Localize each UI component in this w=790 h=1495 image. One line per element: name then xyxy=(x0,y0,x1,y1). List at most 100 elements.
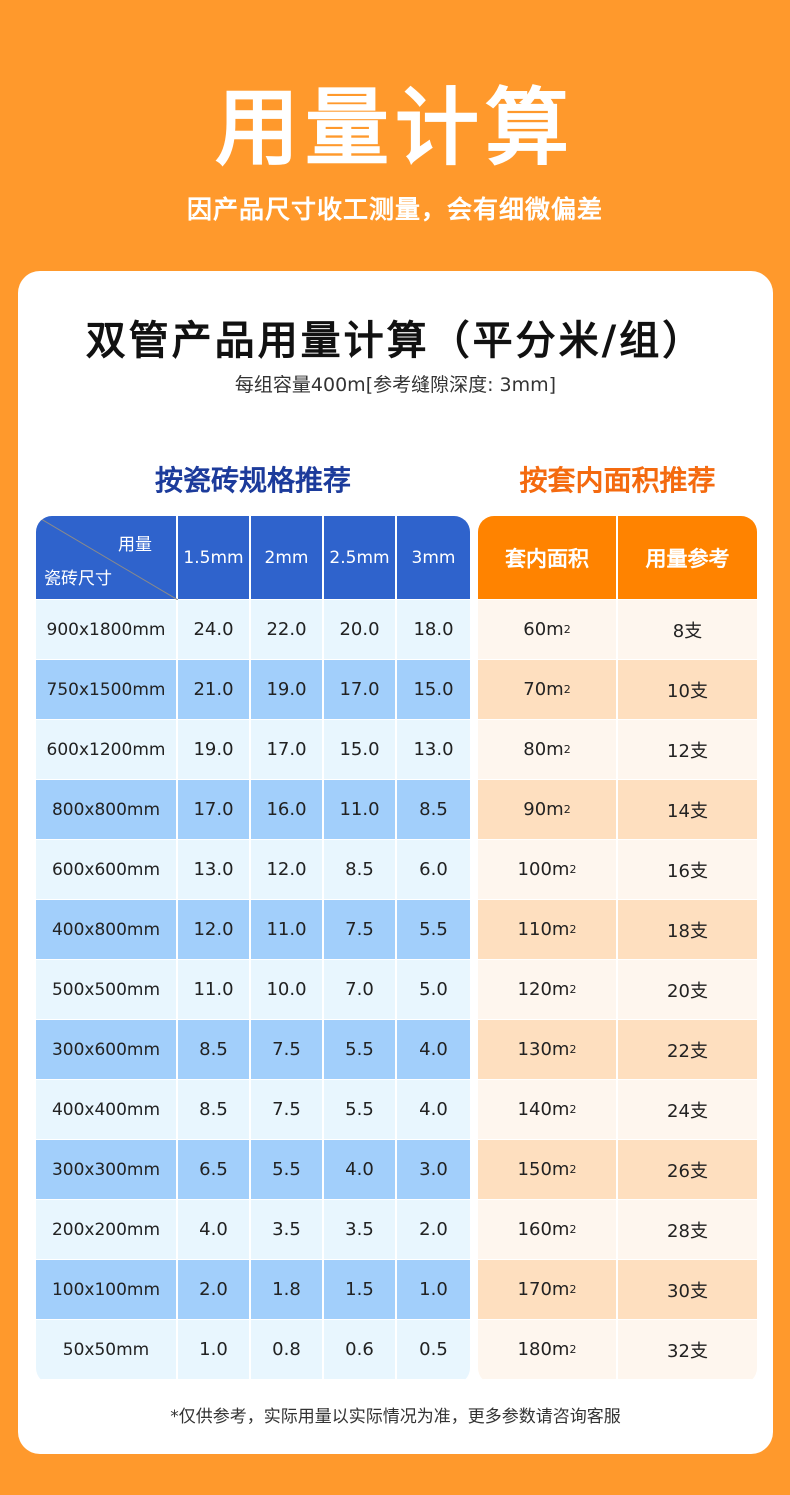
area-value: 80m xyxy=(523,739,564,760)
usage-value-cell: 6.5 xyxy=(178,1140,251,1200)
usage-value-cell: 7.5 xyxy=(324,900,397,960)
tile-size-cell: 200x200mm xyxy=(36,1200,178,1260)
usage-value-cell: 11.0 xyxy=(251,900,324,960)
table-row: 70m 2 10支 xyxy=(478,660,757,720)
usage-value-cell: 17.0 xyxy=(324,660,397,720)
table-row: 140m 2 24支 xyxy=(478,1080,757,1140)
table-row: 400x400mm 8.5 7.5 5.5 4.0 xyxy=(36,1080,470,1140)
table-row: 900x1800mm 24.0 22.0 20.0 18.0 xyxy=(36,600,470,660)
area-cell: 120m 2 xyxy=(478,960,618,1020)
usage-value-cell: 11.0 xyxy=(178,960,251,1020)
usage-reference-cell: 28支 xyxy=(618,1200,757,1260)
area-cell: 90m 2 xyxy=(478,780,618,840)
column-header: 套内面积 xyxy=(478,516,618,600)
table-row: 110m 2 18支 xyxy=(478,900,757,960)
column-header: 3mm xyxy=(397,516,470,600)
usage-value-cell: 8.5 xyxy=(324,840,397,900)
usage-value-cell: 19.0 xyxy=(178,720,251,780)
area-cell: 140m 2 xyxy=(478,1080,618,1140)
table-row: 130m 2 22支 xyxy=(478,1020,757,1080)
usage-value-cell: 16.0 xyxy=(251,780,324,840)
hero-subtitle: 因产品尺寸收工测量，会有细微偏差 xyxy=(186,195,603,224)
calculation-card: 双管产品用量计算（平分米/组） 每组容量400m[参考缝隙深度: 3mm] 按瓷… xyxy=(18,271,773,1454)
area-cell: 100m 2 xyxy=(478,840,618,900)
table-row: 600x600mm 13.0 12.0 8.5 6.0 xyxy=(36,840,470,900)
footnote: *仅供参考，实际用量以实际情况为准，更多参数请咨询客服 xyxy=(170,1407,621,1427)
usage-value-cell: 21.0 xyxy=(178,660,251,720)
column-header: 用量参考 xyxy=(618,516,757,600)
table-row: 80m 2 12支 xyxy=(478,720,757,780)
area-cell: 60m 2 xyxy=(478,600,618,660)
tile-size-cell: 100x100mm xyxy=(36,1260,178,1320)
usage-reference-cell: 32支 xyxy=(618,1320,757,1380)
usage-value-cell: 3.5 xyxy=(324,1200,397,1260)
tile-size-cell: 600x600mm xyxy=(36,840,178,900)
usage-value-cell: 1.0 xyxy=(178,1320,251,1380)
table-row: 800x800mm 17.0 16.0 11.0 8.5 xyxy=(36,780,470,840)
usage-value-cell: 13.0 xyxy=(178,840,251,900)
tile-size-cell: 600x1200mm xyxy=(36,720,178,780)
table-row: 150m 2 26支 xyxy=(478,1140,757,1200)
usage-value-cell: 5.5 xyxy=(251,1140,324,1200)
area-table-header: 套内面积 用量参考 xyxy=(478,516,757,600)
usage-value-cell: 12.0 xyxy=(178,900,251,960)
table-row: 120m 2 20支 xyxy=(478,960,757,1020)
usage-value-cell: 8.5 xyxy=(178,1080,251,1140)
area-cell: 170m 2 xyxy=(478,1260,618,1320)
column-header: 2.5mm xyxy=(324,516,397,600)
diagonal-divider-icon xyxy=(36,516,178,600)
area-value: 150m xyxy=(517,1159,570,1180)
table-row: 300x600mm 8.5 7.5 5.5 4.0 xyxy=(36,1020,470,1080)
area-value: 140m xyxy=(517,1099,570,1120)
column-header: 2mm xyxy=(251,516,324,600)
usage-value-cell: 15.0 xyxy=(324,720,397,780)
header-usage-label: 用量 xyxy=(118,535,152,555)
usage-reference-cell: 8支 xyxy=(618,600,757,660)
usage-value-cell: 7.5 xyxy=(251,1080,324,1140)
table-row: 400x800mm 12.0 11.0 7.5 5.5 xyxy=(36,900,470,960)
table-row: 100m 2 16支 xyxy=(478,840,757,900)
usage-value-cell: 15.0 xyxy=(397,660,470,720)
usage-value-cell: 12.0 xyxy=(251,840,324,900)
column-header: 1.5mm xyxy=(178,516,251,600)
usage-value-cell: 5.5 xyxy=(324,1020,397,1080)
usage-reference-cell: 24支 xyxy=(618,1080,757,1140)
usage-value-cell: 4.0 xyxy=(397,1080,470,1140)
area-value: 130m xyxy=(517,1039,570,1060)
usage-value-cell: 19.0 xyxy=(251,660,324,720)
usage-value-cell: 17.0 xyxy=(251,720,324,780)
table-row: 750x1500mm 21.0 19.0 17.0 15.0 xyxy=(36,660,470,720)
usage-value-cell: 5.0 xyxy=(397,960,470,1020)
tile-table-header: 用量 瓷砖尺寸 1.5mm 2mm 2.5mm 3mm xyxy=(36,516,470,600)
area-cell: 150m 2 xyxy=(478,1140,618,1200)
area-cell: 110m 2 xyxy=(478,900,618,960)
table-row: 180m 2 32支 xyxy=(478,1320,757,1380)
usage-value-cell: 0.5 xyxy=(397,1320,470,1380)
area-cell: 160m 2 xyxy=(478,1200,618,1260)
area-value: 90m xyxy=(523,799,564,820)
area-cell: 80m 2 xyxy=(478,720,618,780)
usage-reference-cell: 16支 xyxy=(618,840,757,900)
tile-size-cell: 400x400mm xyxy=(36,1080,178,1140)
hero-title: 用量计算 xyxy=(214,79,575,177)
tile-size-cell: 300x600mm xyxy=(36,1020,178,1080)
header-corner-cell: 用量 瓷砖尺寸 xyxy=(36,516,178,600)
area-table: 套内面积 用量参考 60m 2 8支 70m 2 10支 80m 2 12支 90m 2 14支 100… xyxy=(478,516,757,1384)
area-value: 120m xyxy=(517,979,570,1000)
usage-reference-cell: 18支 xyxy=(618,900,757,960)
table-row: 500x500mm 11.0 10.0 7.0 5.0 xyxy=(36,960,470,1020)
usage-reference-cell: 26支 xyxy=(618,1140,757,1200)
usage-value-cell: 4.0 xyxy=(397,1020,470,1080)
usage-value-cell: 3.5 xyxy=(251,1200,324,1260)
table-row: 90m 2 14支 xyxy=(478,780,757,840)
table-row: 200x200mm 4.0 3.5 3.5 2.0 xyxy=(36,1200,470,1260)
table-row: 50x50mm 1.0 0.8 0.6 0.5 xyxy=(36,1320,470,1380)
usage-value-cell: 5.5 xyxy=(324,1080,397,1140)
usage-value-cell: 11.0 xyxy=(324,780,397,840)
usage-value-cell: 3.0 xyxy=(397,1140,470,1200)
usage-value-cell: 0.8 xyxy=(251,1320,324,1380)
table-row: 60m 2 8支 xyxy=(478,600,757,660)
tile-size-cell: 500x500mm xyxy=(36,960,178,1020)
tile-size-cell: 300x300mm xyxy=(36,1140,178,1200)
tile-size-cell: 400x800mm xyxy=(36,900,178,960)
